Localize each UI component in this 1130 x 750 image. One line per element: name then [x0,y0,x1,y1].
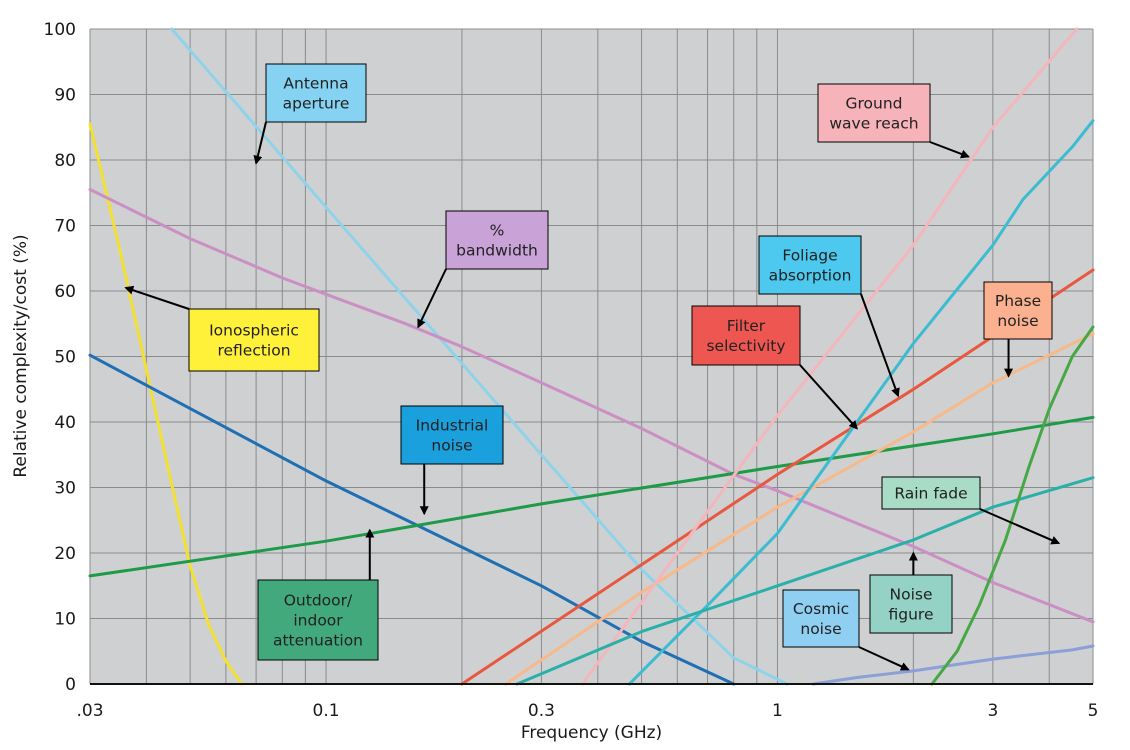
series-line-noise-figure [515,476,1095,686]
callout-bandwidth: % bandwidth [417,210,549,329]
y-tick-labels: 0 10 20 30 40 50 60 70 80 90 100 [44,20,76,695]
callout-box [257,579,379,661]
callout-text: bandwidth [456,242,538,260]
y-tick-label: 30 [54,479,76,499]
y-tick-label: 90 [54,86,76,106]
x-tick-label: .03 [76,701,103,721]
callout-outdoor-indoor-attenuation: Outdoor/indoor attenuation [257,528,379,661]
callout-arrow [417,268,447,329]
callout-text: Industrial [416,417,489,435]
x-axis-title: Frequency (GHz) [521,723,662,743]
callout-text: absorption [769,267,852,285]
callout-text: indoor [293,612,343,630]
callout-text: Ground [845,95,902,113]
series-line-industrial-noise [88,353,736,686]
callout-antenna-aperture: Antenna aperture [253,63,367,165]
callout-foliage-absorption: Foliage absorption [758,235,900,398]
callout-text: selectivity [706,337,785,355]
callout-ionospheric-reflection: Ionospheric reflection [124,285,320,372]
y-tick-label: 10 [54,610,76,630]
callout-box [782,589,860,648]
callout-text: Antenna [283,75,348,93]
x-tick-label: 3 [987,701,998,721]
series-line-rain-fade [930,325,1095,686]
callout-text: figure [889,606,934,624]
y-tick-label: 70 [54,217,76,237]
callout-box [265,63,367,123]
callout-arrow [929,141,970,159]
series-line-bandwidth [88,188,1095,624]
series-line-ionospheric-reflection [88,122,244,686]
callout-text: Rain fade [894,485,967,503]
callout-arrow [124,285,190,310]
callout-rain-fade: Rain fade [881,476,1061,545]
callout-text: Outdoor/ [284,592,353,610]
y-tick-label: 50 [54,348,76,368]
callout-box [445,210,549,270]
callout-text: % [490,222,505,240]
callout-text: aperture [283,95,350,113]
callout-filter-selectivity: Filter selectivity [691,305,858,430]
series-line-antenna-aperture [170,27,789,686]
series-line-outdoor-indoor-attenuation [88,415,1095,578]
callout-text: attenuation [273,632,363,650]
callout-text: Ionospheric [209,322,299,340]
callout-box [400,405,504,465]
callout-arrow [253,121,267,165]
callout-text: Phase [995,292,1041,310]
callout-arrow [979,508,1061,545]
series-line-cosmic-noise [811,644,1095,686]
y-tick-label: 40 [54,413,76,433]
callout-text: wave reach [829,115,918,133]
x-tick-label: 1 [772,701,783,721]
y-tick-label: 80 [54,151,76,171]
callout-text: Cosmic [793,600,849,618]
y-tick-label: 0 [65,675,76,695]
y-tick-label: 20 [54,544,76,564]
callout-text: Filter [727,317,766,335]
x-tick-label: 0.1 [313,701,340,721]
callout-text: noise [431,437,472,455]
callout-industrial-noise: Industrial noise [400,405,504,516]
series-line-foliage-absorption [627,119,1095,686]
annotations: Antenna aperture% bandwidth Ionospheric refl… [124,63,1061,671]
callout-arrow [799,364,858,430]
x-tick-label: 5 [1088,701,1099,721]
callout-box [758,235,862,295]
callout-box [817,83,931,143]
callout-box [881,476,981,510]
callout-text: noise [800,620,841,638]
x-tick-label: 0.3 [528,701,555,721]
x-tick-labels: .03 0.1 0.3 1 3 5 [76,701,1098,721]
callout-box [983,281,1053,340]
callout-box [691,305,801,366]
callout-arrow [860,293,900,398]
callout-text: noise [997,312,1038,330]
callout-text: reflection [217,342,290,360]
y-axis-title: Relative complexity/cost (%) [11,234,31,477]
callout-cosmic-noise: Cosmic noise [782,589,910,671]
callout-arrow [858,646,910,671]
callout-ground-wave-reach: Ground wave reach [817,83,970,159]
series-line-ground-wave-reach [581,27,1079,686]
callout-text: Noise [890,586,933,604]
y-tick-label: 60 [54,282,76,302]
y-tick-label: 100 [44,20,76,40]
callout-text: Foliage [782,247,837,265]
callout-box [188,308,320,372]
callout-box [869,574,953,634]
callout-noise-figure: Noise figure [869,551,953,634]
callout-phase-noise: Phase noise [983,281,1053,378]
